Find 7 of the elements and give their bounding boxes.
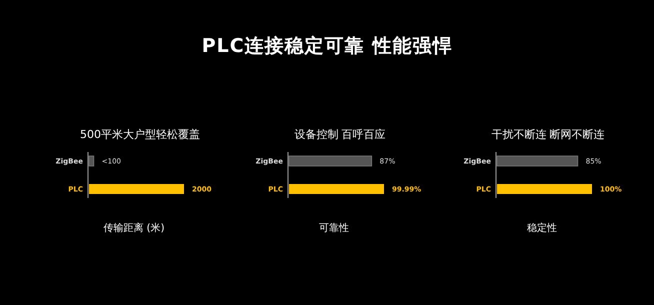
x-axis-title: 传输距离 (米)	[104, 222, 165, 234]
chart-title: 500平米大户型轻松覆盖	[80, 128, 200, 141]
chart-title: 干扰不断连 断网不断连	[491, 128, 605, 141]
chart-title: 设备控制 百呼百应	[294, 128, 386, 141]
x-axis-title: 可靠性	[319, 222, 349, 234]
text: PLC连接稳定可靠 性能强悍	[202, 35, 452, 57]
x-axis-title: 稳定性	[527, 222, 557, 234]
